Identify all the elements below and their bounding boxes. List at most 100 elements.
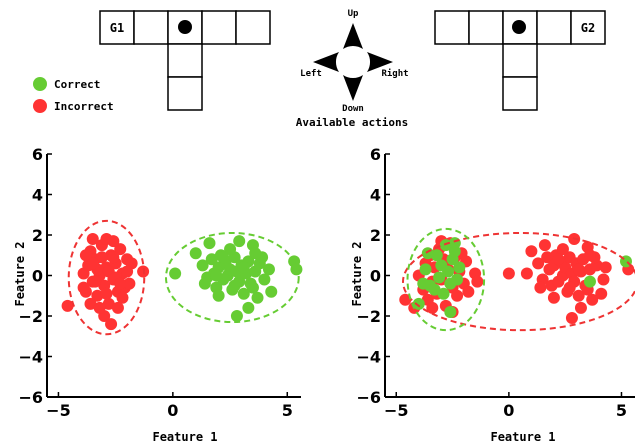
- point-correct: [198, 277, 211, 290]
- point-incorrect: [574, 301, 587, 314]
- y-tick-label: −6: [18, 388, 43, 407]
- actions-caption: Available actions: [296, 116, 409, 129]
- legend-marker-incorrect: [33, 99, 47, 113]
- y-tick-label: −2: [18, 307, 43, 326]
- agent-marker-icon: [512, 20, 526, 34]
- x-axis-label: Feature 1: [490, 430, 555, 444]
- y-axis-label: Feature 2: [350, 241, 364, 306]
- x-axis-label: Feature 1: [152, 430, 217, 444]
- point-correct: [224, 243, 237, 256]
- grid-cell: [235, 10, 271, 45]
- agent-marker-icon: [178, 20, 192, 34]
- point-correct: [444, 305, 457, 318]
- legend: Correct Incorrect: [33, 77, 114, 113]
- y-tick-label: 6: [370, 145, 381, 164]
- point-incorrect: [105, 318, 118, 331]
- point-incorrect: [547, 291, 560, 304]
- grid-g2: G2: [434, 10, 606, 111]
- x-tick-label: 0: [503, 401, 514, 420]
- point-incorrect: [471, 275, 484, 288]
- point-correct: [205, 253, 218, 266]
- point-incorrect: [552, 253, 565, 266]
- point-correct: [453, 261, 466, 274]
- point-correct: [437, 287, 450, 300]
- point-correct: [258, 273, 271, 286]
- point-correct: [212, 289, 225, 302]
- goal-label-g1: G1: [110, 21, 124, 35]
- point-incorrect: [102, 297, 115, 310]
- y-tick-label: −4: [356, 348, 381, 367]
- point-incorrect: [89, 275, 102, 288]
- point-incorrect: [565, 312, 578, 325]
- action-up-label: Up: [348, 9, 359, 19]
- grid-cell: [468, 10, 504, 45]
- point-incorrect: [111, 301, 124, 314]
- x-tick-label: 5: [282, 401, 293, 420]
- down-arrow-icon: [343, 75, 363, 101]
- point-incorrect: [525, 245, 538, 258]
- point-incorrect: [538, 239, 551, 252]
- point-correct: [196, 259, 209, 272]
- point-correct: [442, 265, 455, 278]
- point-incorrect: [583, 249, 596, 262]
- point-incorrect: [572, 263, 585, 276]
- grid-cell: [536, 10, 572, 45]
- y-tick-label: 2: [32, 226, 43, 245]
- point-incorrect: [116, 291, 129, 304]
- point-correct: [228, 279, 241, 292]
- ellipse-correct: [406, 227, 486, 332]
- goal-label-g2: G2: [581, 21, 595, 35]
- x-tick-label: −5: [384, 401, 409, 420]
- point-incorrect: [451, 289, 464, 302]
- point-correct: [237, 261, 250, 274]
- point-incorrect: [84, 297, 97, 310]
- point-incorrect: [426, 301, 439, 314]
- point-incorrect: [107, 235, 120, 248]
- point-correct: [249, 247, 262, 260]
- left-arrow-icon: [313, 52, 339, 72]
- grid-cell: [434, 10, 470, 45]
- y-tick-label: −4: [18, 348, 43, 367]
- point-correct: [210, 269, 223, 282]
- point-incorrect: [77, 281, 90, 294]
- point-incorrect: [532, 257, 545, 270]
- point-incorrect: [597, 273, 610, 286]
- point-incorrect: [91, 289, 104, 302]
- point-correct: [203, 237, 216, 250]
- y-tick-label: 2: [370, 226, 381, 245]
- point-incorrect: [502, 267, 515, 280]
- grid-cell: [201, 10, 237, 45]
- point-correct: [233, 235, 246, 248]
- legend-label-incorrect: Incorrect: [54, 100, 114, 113]
- point-correct: [433, 271, 446, 284]
- point-incorrect: [541, 251, 554, 264]
- x-tick-label: 0: [167, 401, 178, 420]
- point-correct: [217, 251, 230, 264]
- point-correct: [237, 287, 250, 300]
- scatter-plot-right: Feature 2 Feature 1 −6 −4 −2 0 2 4 6 −5 0 5: [350, 145, 635, 444]
- point-incorrect: [100, 287, 113, 300]
- action-left-label: Left: [300, 69, 322, 79]
- point-correct: [451, 273, 464, 286]
- point-incorrect: [86, 233, 99, 246]
- point-correct: [421, 247, 434, 260]
- grid-cell: [133, 10, 169, 45]
- ellipse-incorrect: [402, 231, 635, 332]
- point-correct: [430, 249, 443, 262]
- point-incorrect: [462, 285, 475, 298]
- point-incorrect: [114, 277, 127, 290]
- point-correct: [412, 297, 425, 310]
- point-incorrect: [93, 301, 106, 314]
- grid-cell: [502, 43, 538, 78]
- point-incorrect: [572, 289, 585, 302]
- point-correct: [419, 263, 432, 276]
- legend-marker-correct: [33, 77, 47, 91]
- point-incorrect: [121, 265, 134, 278]
- point-incorrect: [599, 261, 612, 274]
- action-compass: Up Down Left Right Available actions: [296, 9, 409, 129]
- legend-label-correct: Correct: [54, 78, 100, 91]
- y-tick-label: −2: [356, 307, 381, 326]
- y-tick-label: 0: [370, 267, 381, 286]
- point-incorrect: [556, 243, 569, 256]
